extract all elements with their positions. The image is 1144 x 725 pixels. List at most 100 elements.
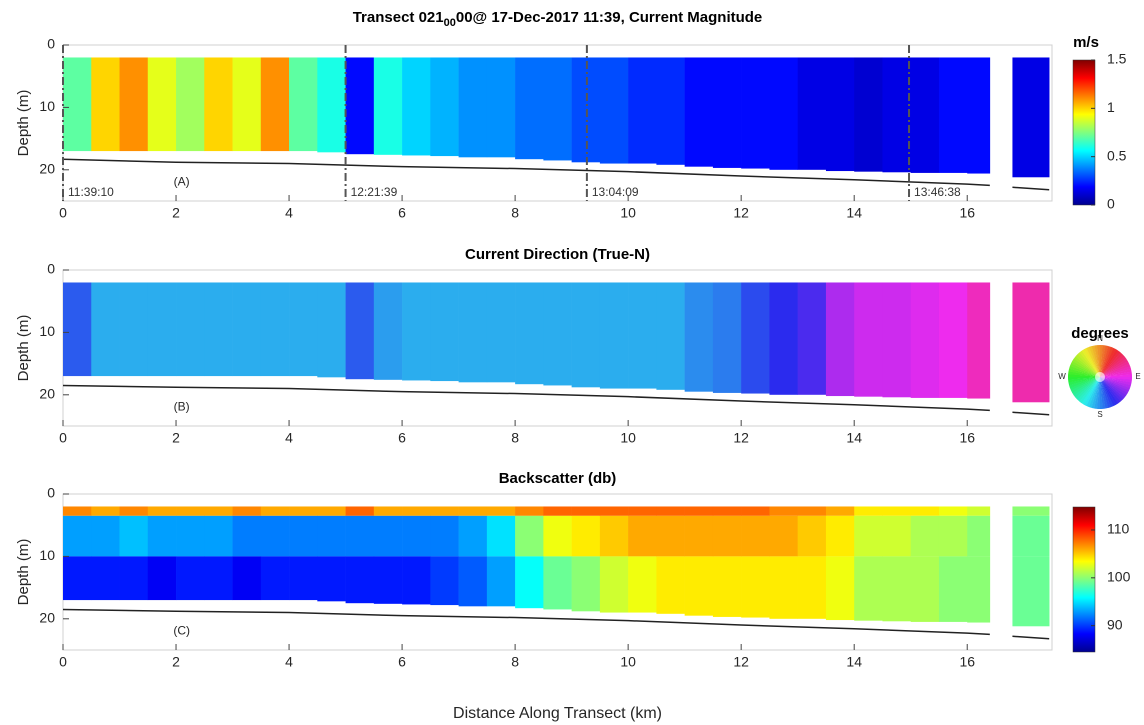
- heat-cell: [599, 515, 629, 557]
- heat-cell: [599, 506, 629, 516]
- heat-cell: [684, 556, 714, 616]
- heat-cell: [712, 506, 742, 516]
- heat-cell: [402, 515, 431, 557]
- title-text: Transect 021: [353, 9, 444, 26]
- compass-center: [1095, 372, 1105, 382]
- seabed-line: [62, 608, 1050, 640]
- heat-cell: [147, 515, 177, 557]
- heat-cell: [1012, 57, 1050, 178]
- heat-cell: [882, 515, 912, 557]
- x-tick-label: 10: [620, 654, 636, 670]
- heat-cell: [656, 515, 685, 557]
- heat-cell: [91, 506, 120, 516]
- x-tick-label: 6: [398, 205, 406, 221]
- heat-cell: [543, 556, 572, 610]
- heat-cell: [825, 515, 855, 557]
- heat-cell: [317, 57, 346, 153]
- heat-cell: [599, 556, 629, 613]
- x-tick-label: 0: [59, 654, 67, 670]
- heat-cell: [741, 282, 770, 394]
- compass-wedge: [1100, 377, 1128, 396]
- heat-cell: [91, 556, 120, 601]
- heat-cell: [599, 57, 629, 164]
- y-tick-label: 10: [39, 98, 55, 114]
- heat-cell: [402, 556, 431, 605]
- heat-cell: [345, 506, 375, 516]
- compass-wedge: [1100, 347, 1117, 377]
- heat-cell: [63, 57, 92, 152]
- heat-cell: [373, 556, 403, 604]
- compass-direction: S: [1097, 410, 1102, 419]
- compass-wedge: [1068, 376, 1100, 380]
- heat-cell: [317, 282, 346, 378]
- title-text: 00@ 17-Dec-2017 11:39, Current Magnitude: [456, 9, 762, 26]
- heat-cell: [176, 506, 205, 516]
- heat-cell: [260, 515, 290, 557]
- heat-cell: [458, 57, 488, 158]
- heat-cell: [260, 506, 290, 516]
- heat-cell: [289, 57, 318, 152]
- heat-cell: [63, 282, 92, 377]
- heat-cell: [1012, 556, 1050, 627]
- x-tick-label: 10: [620, 430, 636, 446]
- compass-wedge: [1100, 366, 1131, 377]
- compass-wedge: [1069, 377, 1100, 391]
- heat-cell: [373, 282, 403, 380]
- heat-cell: [571, 506, 601, 516]
- compass-wedge: [1073, 377, 1100, 398]
- x-tick-label: 6: [398, 654, 406, 670]
- heat-cell: [769, 506, 798, 516]
- colorbar-tick-label: 100: [1107, 569, 1131, 585]
- heat-cell: [317, 556, 346, 602]
- compass-wedge: [1084, 347, 1100, 377]
- heat-cell: [712, 515, 742, 557]
- heat-cell: [571, 282, 601, 388]
- x-tick-label: 16: [959, 430, 975, 446]
- compass-wedge: [1086, 346, 1100, 377]
- x-tick-label: 4: [285, 205, 293, 221]
- seabed-line: [62, 384, 1050, 416]
- heat-cell: [232, 515, 262, 557]
- heat-cell: [938, 506, 968, 516]
- colorbar-tick-label: 110: [1107, 521, 1130, 537]
- compass-direction: E: [1135, 372, 1140, 381]
- y-axis-label: Depth (m): [15, 90, 32, 157]
- heat-cell: [967, 556, 991, 623]
- heat-cell: [515, 282, 544, 385]
- x-tick-label: 2: [172, 430, 180, 446]
- heat-cell: [458, 515, 488, 557]
- compass-wedge: [1086, 377, 1100, 408]
- x-tick-label: 16: [959, 205, 975, 221]
- heat-cell: [967, 506, 991, 516]
- heat-cell: [825, 506, 855, 516]
- heat-cell: [486, 506, 516, 516]
- heat-cell: [797, 556, 827, 619]
- heat-cell: [373, 506, 403, 516]
- x-tick-label: 14: [846, 205, 862, 221]
- compass-wedge: [1097, 345, 1101, 377]
- y-tick-label: 0: [47, 261, 55, 277]
- x-tick-label: 2: [172, 205, 180, 221]
- heat-cell: [741, 556, 770, 618]
- heat-cell: [825, 57, 855, 172]
- colorbar-tick-label: 0.5: [1107, 147, 1127, 163]
- heat-cell: [430, 57, 459, 157]
- compass-wedge: [1100, 377, 1114, 408]
- time-label: 12:21:39: [351, 185, 398, 199]
- panel-label: (C): [173, 623, 190, 637]
- heat-cell: [91, 57, 120, 152]
- heat-cell: [289, 515, 318, 557]
- compass-wedge: [1100, 354, 1125, 377]
- compass-wedge: [1100, 368, 1132, 377]
- x-tick-label: 0: [59, 205, 67, 221]
- compass-wedge: [1100, 377, 1130, 394]
- heat-cell: [402, 506, 431, 516]
- heat-cell: [599, 282, 629, 389]
- compass-wedge: [1100, 377, 1109, 409]
- x-tick-label: 14: [846, 430, 862, 446]
- heat-cell: [684, 515, 714, 557]
- compass-wedge: [1100, 377, 1125, 400]
- compass-wedge: [1077, 352, 1100, 377]
- heat-cell: [769, 556, 798, 619]
